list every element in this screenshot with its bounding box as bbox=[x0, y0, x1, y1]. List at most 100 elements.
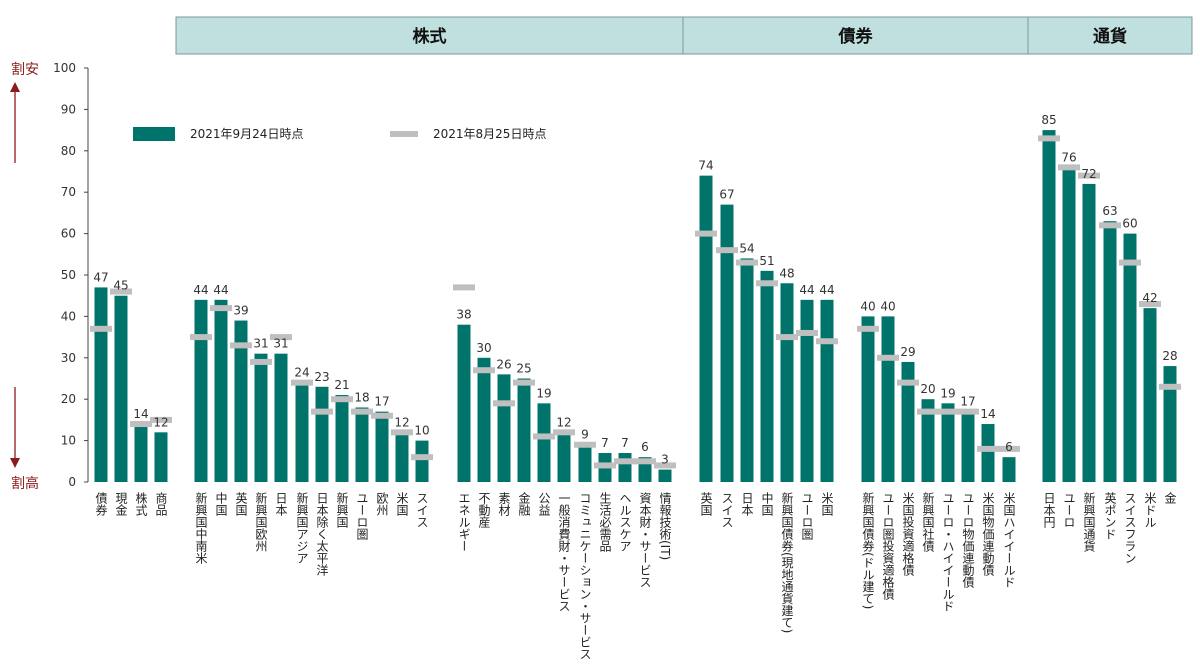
value-label: 40 bbox=[860, 299, 875, 313]
previous-marker bbox=[695, 230, 717, 237]
category-label: 米国 bbox=[820, 492, 834, 516]
previous-marker bbox=[210, 305, 232, 312]
value-label: 31 bbox=[253, 337, 268, 351]
value-label: 3 bbox=[661, 453, 669, 467]
side-labels: 割安 割高 bbox=[11, 61, 39, 492]
value-label: 14 bbox=[133, 407, 148, 421]
bar bbox=[395, 432, 409, 482]
value-label: 14 bbox=[980, 407, 995, 421]
bar bbox=[820, 299, 834, 482]
value-label: 42 bbox=[1142, 291, 1157, 305]
value-label: 39 bbox=[233, 304, 248, 318]
previous-marker bbox=[1058, 164, 1080, 171]
bar bbox=[114, 295, 128, 482]
bar bbox=[941, 403, 955, 482]
previous-marker bbox=[473, 367, 495, 374]
value-label: 40 bbox=[880, 299, 895, 313]
y-tick-label: 10 bbox=[61, 434, 76, 448]
y-tick-label: 80 bbox=[61, 144, 76, 158]
value-label: 74 bbox=[698, 159, 713, 173]
bar bbox=[315, 386, 329, 482]
category-label: 日本 bbox=[740, 492, 754, 517]
y-tick-label: 40 bbox=[61, 309, 76, 323]
y-tick-label: 30 bbox=[61, 351, 76, 365]
previous-marker bbox=[553, 429, 575, 436]
section-headers: 株式 債券 通貨 bbox=[175, 16, 1193, 55]
category-label: 米国 bbox=[395, 492, 409, 516]
bar bbox=[234, 320, 248, 482]
category-label: 英国 bbox=[699, 492, 713, 516]
previous-marker bbox=[311, 408, 333, 415]
bar bbox=[1103, 221, 1117, 482]
value-label: 24 bbox=[294, 366, 309, 380]
bar bbox=[295, 382, 309, 482]
category-labels: 債券 現金 株式 商品 新興国中南米 中国 英国 新興国欧州 日本 新興国アジア 日本除く太平洋 新興… bbox=[94, 491, 1177, 660]
bar bbox=[214, 299, 228, 482]
category-label: 金融 bbox=[517, 491, 531, 517]
section-header-label: 通貨 bbox=[1093, 26, 1127, 47]
category-label: 新興国通貨 bbox=[1082, 491, 1096, 553]
bar bbox=[800, 299, 814, 482]
previous-marker bbox=[1099, 222, 1121, 229]
previous-marker bbox=[270, 334, 292, 341]
section-header-box bbox=[175, 16, 684, 55]
value-label: 63 bbox=[1102, 204, 1117, 218]
y-axis: 0 10 20 30 40 50 60 70 80 90 100 bbox=[53, 61, 89, 489]
legend-label-previous: 2021年8月25日時点 bbox=[433, 127, 546, 141]
category-label: 新興国社債 bbox=[921, 491, 935, 553]
previous-marker bbox=[351, 408, 373, 415]
value-label: 10 bbox=[414, 424, 429, 438]
value-label: 26 bbox=[496, 357, 511, 371]
bar bbox=[94, 287, 108, 482]
bar bbox=[375, 411, 389, 482]
bar bbox=[274, 353, 288, 482]
category-label: 生活必需品 bbox=[598, 492, 612, 552]
previous-marker bbox=[90, 325, 112, 332]
previous-marker bbox=[796, 329, 818, 336]
category-label: スイス bbox=[720, 492, 734, 528]
legend-marker-swatch bbox=[390, 131, 418, 137]
bar bbox=[740, 258, 754, 482]
value-label: 30 bbox=[476, 341, 491, 355]
bar bbox=[881, 316, 895, 482]
category-label: 英国 bbox=[234, 492, 248, 516]
value-label: 85 bbox=[1041, 113, 1056, 127]
value-label: 7 bbox=[621, 436, 629, 450]
bar bbox=[901, 361, 915, 482]
y-tick-label: 90 bbox=[61, 102, 76, 116]
previous-marker bbox=[594, 462, 616, 469]
value-label: 25 bbox=[516, 362, 531, 376]
value-label: 23 bbox=[314, 370, 329, 384]
bar bbox=[537, 403, 551, 482]
previous-marker bbox=[897, 379, 919, 386]
category-label: コミュニケーション・サービス bbox=[578, 492, 592, 660]
y-tick-label: 60 bbox=[61, 227, 76, 241]
previous-marker bbox=[776, 334, 798, 341]
category-label: エネルギー bbox=[457, 492, 471, 552]
category-label: スイス bbox=[415, 492, 429, 528]
category-label: ユーロ bbox=[1062, 492, 1076, 528]
y-tick-label: 0 bbox=[68, 475, 76, 489]
previous-marker bbox=[453, 284, 475, 291]
value-label: 38 bbox=[456, 308, 471, 322]
previous-marker bbox=[816, 338, 838, 345]
category-label: 新興国欧州 bbox=[254, 491, 268, 552]
category-label: 現金 bbox=[114, 492, 128, 516]
bar bbox=[335, 395, 349, 482]
value-label: 31 bbox=[273, 337, 288, 351]
category-label: 金 bbox=[1163, 491, 1177, 504]
bar bbox=[921, 399, 935, 482]
bar bbox=[981, 424, 995, 482]
side-label-cheap: 割安 bbox=[11, 61, 39, 78]
category-label: 情報技術(IT) bbox=[658, 492, 672, 561]
y-tick-label: 100 bbox=[53, 61, 76, 75]
y-tick-label: 20 bbox=[61, 392, 76, 406]
section-header-box bbox=[682, 16, 1029, 55]
category-label: 米国ハイイールド bbox=[1002, 492, 1016, 588]
value-label: 17 bbox=[374, 395, 389, 409]
value-label: 20 bbox=[920, 382, 935, 396]
previous-marker bbox=[654, 462, 676, 469]
previous-marker bbox=[957, 408, 979, 415]
section-header-box bbox=[1027, 16, 1193, 55]
